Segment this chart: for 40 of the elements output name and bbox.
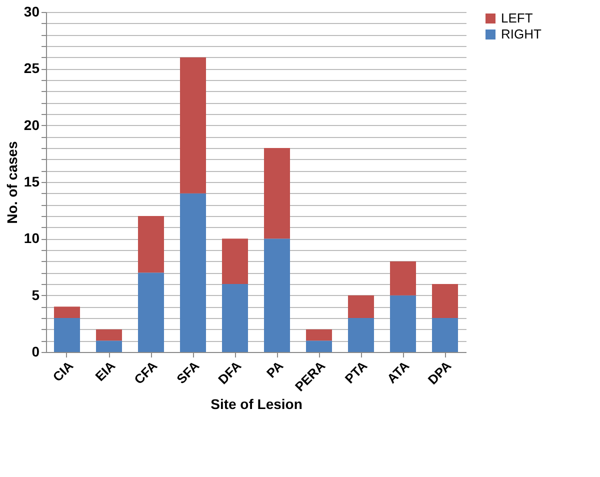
bar [306,340,332,352]
bar [222,284,248,352]
x-tick-label: ATA [384,358,413,386]
y-tick-label: 15 [24,174,40,190]
bar [180,193,206,352]
bar [432,284,458,318]
x-tick-label: DPA [424,358,455,388]
legend-label: LEFT [501,10,533,26]
bar [180,57,206,194]
x-tick-label: DFA [215,358,245,388]
bar [348,318,374,352]
y-tick-label: 10 [24,230,40,246]
bar [138,216,164,273]
y-tick-label: 30 [24,4,40,20]
bar [96,340,122,352]
bar [264,148,290,239]
bar [390,295,416,352]
x-axis-title: Site of Lesion [210,396,302,412]
bar [54,318,80,352]
bar [54,306,80,318]
bar [390,261,416,296]
x-tick-label: CIA [50,358,77,385]
bar [222,238,248,284]
bar [264,238,290,352]
bar [138,272,164,352]
x-tick-label: SFA [174,358,203,387]
x-tick-label: PTA [342,358,371,386]
y-axis-title: No. of cases [4,141,20,224]
x-tick-label: EIA [92,358,119,384]
bar [348,295,374,318]
x-tick-label: CFA [131,358,161,388]
y-tick-label: 0 [32,344,40,360]
bar [306,329,332,341]
y-tick-label: 20 [24,116,40,133]
x-tick-label: PA [263,358,287,381]
bar [432,318,458,352]
legend-label: RIGHT [501,26,542,42]
y-tick-label: 25 [24,60,40,76]
y-tick-label: 5 [32,286,40,303]
bar [96,329,122,341]
